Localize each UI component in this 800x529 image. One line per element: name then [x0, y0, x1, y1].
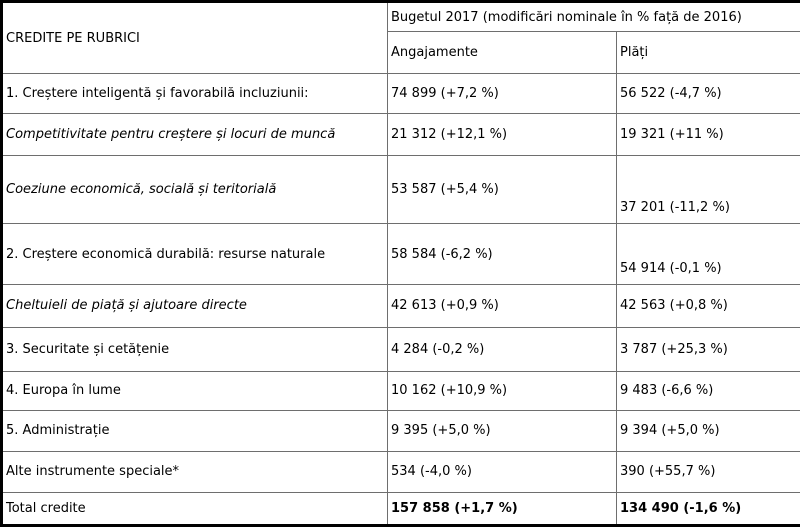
plati-value: 42 563 (+0,8 %): [616, 284, 800, 328]
plati-value: 19 321 (+11 %): [616, 113, 800, 157]
angajamente-value: 10 162 (+10,9 %): [387, 370, 617, 411]
table-row: Competitivitate pentru creștere și locur…: [1, 113, 800, 157]
row-label: Cheltuieli de piață și ajutoare directe: [1, 284, 388, 328]
plati-value: 134 490 (-1,6 %): [616, 491, 800, 527]
plati-value: 56 522 (-4,7 %): [616, 72, 800, 115]
row-label: Competitivitate pentru creștere și locur…: [1, 113, 388, 157]
table-row: 3. Securitate și cetățenie 4 284 (-0,2 %)…: [1, 326, 800, 372]
budget-2017-header: Bugetul 2017 (modificări nominale în % f…: [387, 1, 800, 32]
table-row: 5. Administrație 9 395 (+5,0 %) 9 394 (+5,…: [1, 409, 800, 452]
plati-value: 3 787 (+25,3 %): [616, 326, 800, 372]
angajamente-value: 42 613 (+0,9 %): [387, 284, 617, 328]
plati-value: 390 (+55,7 %): [616, 450, 800, 493]
plati-value: 9 394 (+5,0 %): [616, 409, 800, 452]
table-row: 2. Creștere economică durabilă: resurse …: [1, 223, 800, 286]
angajamente-value: 53 587 (+5,4 %): [387, 155, 617, 225]
table-row: Coeziune economică, socială și teritoria…: [1, 155, 800, 225]
plati-value: 9 483 (-6,6 %): [616, 370, 800, 411]
angajamente-value: 534 (-4,0 %): [387, 450, 617, 493]
angajamente-value: 21 312 (+12,1 %): [387, 113, 617, 157]
table-row: Cheltuieli de piață și ajutoare directe 4…: [1, 284, 800, 328]
row-label: 3. Securitate și cetățenie: [1, 326, 388, 372]
angajamente-value: 9 395 (+5,0 %): [387, 409, 617, 452]
column-header-plati: Plăți: [616, 31, 800, 74]
column-header-angajamente: Angajamente: [387, 31, 617, 74]
table-row: 1. Creștere inteligentă și favorabilă in…: [1, 72, 800, 115]
row-label: Alte instrumente speciale*: [1, 450, 388, 493]
row-label: Coeziune economică, socială și teritoria…: [1, 155, 388, 225]
row-label: Total credite: [1, 491, 388, 527]
row-label: 2. Creștere economică durabilă: resurse …: [1, 223, 388, 286]
table-row: Alte instrumente speciale* 534 (-4,0 %) 39…: [1, 450, 800, 493]
angajamente-value: 58 584 (-6,2 %): [387, 223, 617, 286]
budget-table-body: 1. Creștere inteligentă și favorabilă in…: [1, 72, 800, 527]
table-row: 4. Europa în lume 10 162 (+10,9 %) 9 483 (…: [1, 370, 800, 411]
row-label: 5. Administrație: [1, 409, 388, 452]
plati-value: 54 914 (-0,1 %): [616, 223, 800, 286]
angajamente-value: 74 899 (+7,2 %): [387, 72, 617, 115]
angajamente-value: 4 284 (-0,2 %): [387, 326, 617, 372]
row-label: 4. Europa în lume: [1, 370, 388, 411]
row-label: 1. Creștere inteligentă și favorabilă in…: [1, 72, 388, 115]
plati-value: 37 201 (-11,2 %): [616, 155, 800, 225]
table-row: Total credite 157 858 (+1,7 %) 134 490 (-1…: [1, 491, 800, 527]
corner-header-credite-pe-rubrici: CREDITE PE RUBRICI: [1, 1, 388, 74]
header-row-columns: Angajamente Plăți: [2, 31, 800, 74]
header-row-title: CREDITE PE RUBRICI Bugetul 2017 (modific…: [1, 1, 800, 74]
angajamente-value: 157 858 (+1,7 %): [387, 491, 617, 527]
